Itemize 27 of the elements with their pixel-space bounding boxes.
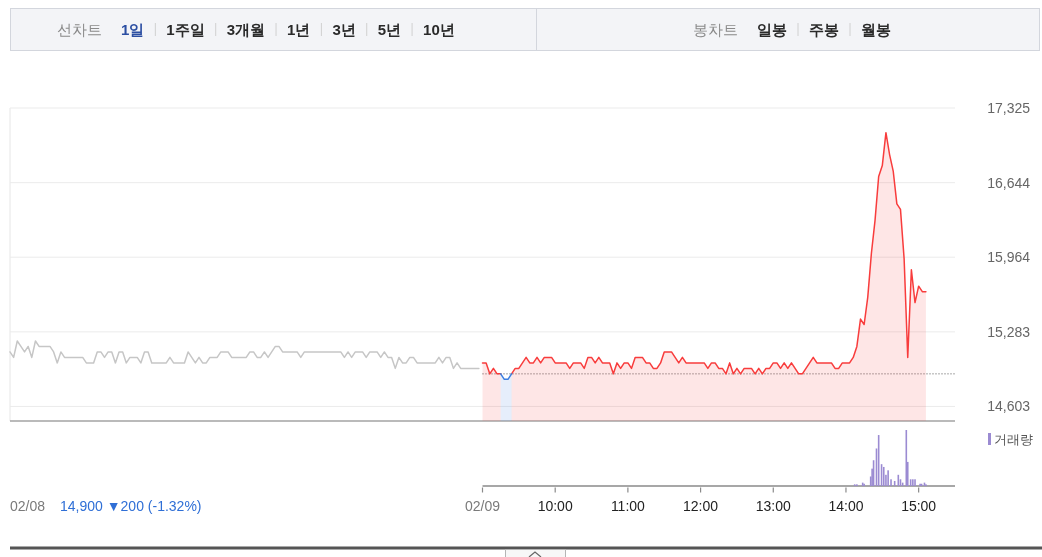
x-tick-label: 02/09 — [464, 498, 501, 514]
x-tick-label: 12:00 — [683, 498, 719, 514]
x-tick-label: 10:00 — [537, 498, 573, 514]
text: 1주일 — [166, 21, 205, 38]
legend-label: 거래량 — [994, 432, 1033, 447]
x-tick-label: 13:00 — [755, 498, 791, 514]
text: 02/08 — [10, 498, 46, 514]
x-tick-label: 15:00 — [901, 498, 937, 514]
y-tick-label: 15,283 — [987, 323, 1031, 340]
text: 14,900 ▼200 (-1.32%) — [60, 498, 202, 514]
text: 5년 — [377, 21, 402, 38]
text: 1년 — [287, 21, 311, 38]
text: 1일 — [121, 21, 145, 38]
y-tick-label: 17,325 — [987, 100, 1031, 116]
y-tick-label: 15,964 — [987, 249, 1031, 266]
text: 선차트 — [57, 21, 102, 38]
text: 봉차트 — [693, 21, 738, 38]
y-tick-label: 14,603 — [987, 398, 1031, 415]
text: 3개월 — [226, 21, 266, 38]
y-tick-label: 16,644 — [987, 174, 1031, 191]
text: 일봉 — [757, 21, 787, 38]
text: 10년 — [423, 21, 455, 38]
x-tick-label: 14:00 — [828, 498, 864, 514]
x-tick-label: 11:00 — [610, 498, 646, 514]
text: 주봉 — [809, 21, 839, 38]
text: 월봉 — [861, 21, 891, 38]
text: 3년 — [332, 21, 356, 38]
